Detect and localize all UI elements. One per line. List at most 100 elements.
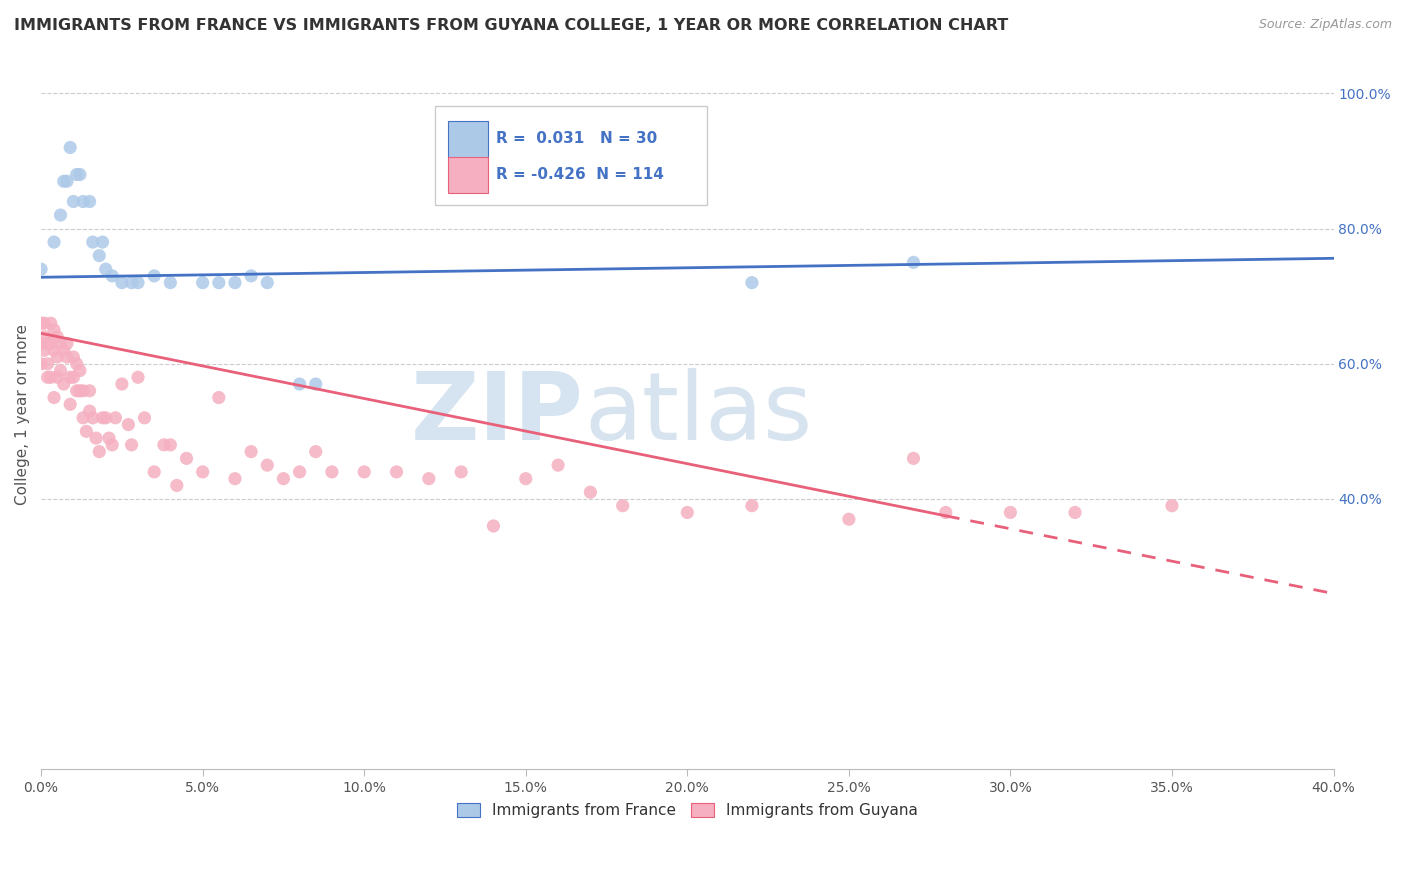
Point	[176, 451, 198, 466]
Point	[121, 276, 143, 290]
Point	[191, 465, 214, 479]
Y-axis label: College, 1 year or more: College, 1 year or more	[15, 324, 30, 505]
Point	[127, 276, 149, 290]
Point	[935, 506, 957, 520]
Point	[94, 410, 117, 425]
Point	[117, 417, 139, 432]
Point	[42, 343, 65, 358]
Point	[143, 465, 166, 479]
Point	[89, 249, 111, 263]
Legend: Immigrants from France, Immigrants from Guyana: Immigrants from France, Immigrants from …	[449, 795, 925, 825]
Point	[49, 208, 72, 222]
Point	[166, 478, 188, 492]
Point	[579, 485, 602, 500]
Point	[49, 336, 72, 351]
Point	[34, 343, 56, 358]
Point	[418, 472, 440, 486]
Point	[37, 370, 59, 384]
Point	[450, 465, 472, 479]
Point	[39, 336, 62, 351]
Point	[741, 276, 763, 290]
Text: IMMIGRANTS FROM FRANCE VS IMMIGRANTS FROM GUYANA COLLEGE, 1 YEAR OR MORE CORRELA: IMMIGRANTS FROM FRANCE VS IMMIGRANTS FRO…	[14, 18, 1008, 33]
Point	[143, 268, 166, 283]
Point	[39, 316, 62, 330]
Point	[62, 194, 84, 209]
Point	[224, 472, 246, 486]
Point	[256, 276, 278, 290]
Point	[224, 276, 246, 290]
Point	[101, 268, 124, 283]
Point	[30, 262, 52, 277]
Point	[101, 438, 124, 452]
Point	[46, 370, 69, 384]
Point	[208, 276, 231, 290]
Point	[127, 370, 149, 384]
Point	[46, 329, 69, 343]
Point	[37, 336, 59, 351]
Point	[59, 140, 82, 154]
Point	[49, 363, 72, 377]
Point	[52, 377, 75, 392]
Point	[75, 425, 97, 439]
Point	[288, 465, 311, 479]
Point	[111, 377, 134, 392]
Point	[72, 194, 94, 209]
Point	[321, 465, 343, 479]
Point	[34, 329, 56, 343]
Point	[62, 350, 84, 364]
Point	[741, 499, 763, 513]
Point	[30, 336, 52, 351]
Point	[482, 519, 505, 533]
Point	[66, 168, 89, 182]
Point	[56, 174, 79, 188]
Point	[91, 410, 114, 425]
Point	[159, 438, 181, 452]
Point	[1000, 506, 1022, 520]
Text: R = -0.426  N = 114: R = -0.426 N = 114	[496, 167, 664, 182]
Text: ZIP: ZIP	[411, 368, 583, 460]
Point	[153, 438, 176, 452]
Point	[82, 235, 104, 249]
Point	[72, 410, 94, 425]
Point	[82, 410, 104, 425]
Point	[273, 472, 295, 486]
Text: atlas: atlas	[583, 368, 813, 460]
Point	[59, 370, 82, 384]
Point	[1161, 499, 1184, 513]
Point	[353, 465, 375, 479]
Point	[69, 168, 91, 182]
FancyBboxPatch shape	[449, 157, 488, 193]
Point	[69, 363, 91, 377]
Point	[42, 323, 65, 337]
Point	[97, 431, 120, 445]
Point	[305, 444, 328, 458]
Point	[676, 506, 699, 520]
Point	[84, 431, 107, 445]
Point	[903, 255, 925, 269]
Point	[256, 458, 278, 472]
Point	[56, 350, 79, 364]
Point	[46, 350, 69, 364]
Point	[134, 410, 156, 425]
Point	[79, 384, 101, 398]
Point	[52, 343, 75, 358]
Point	[52, 174, 75, 188]
Point	[159, 276, 181, 290]
Point	[208, 391, 231, 405]
Text: Source: ZipAtlas.com: Source: ZipAtlas.com	[1258, 18, 1392, 31]
Point	[385, 465, 408, 479]
Point	[91, 235, 114, 249]
Point	[305, 377, 328, 392]
Point	[30, 357, 52, 371]
Point	[34, 316, 56, 330]
Point	[30, 316, 52, 330]
Point	[59, 397, 82, 411]
Point	[515, 472, 537, 486]
Point	[42, 235, 65, 249]
Point	[1064, 506, 1087, 520]
Point	[69, 384, 91, 398]
Point	[89, 444, 111, 458]
Point	[121, 438, 143, 452]
Point	[240, 268, 263, 283]
Point	[104, 410, 127, 425]
